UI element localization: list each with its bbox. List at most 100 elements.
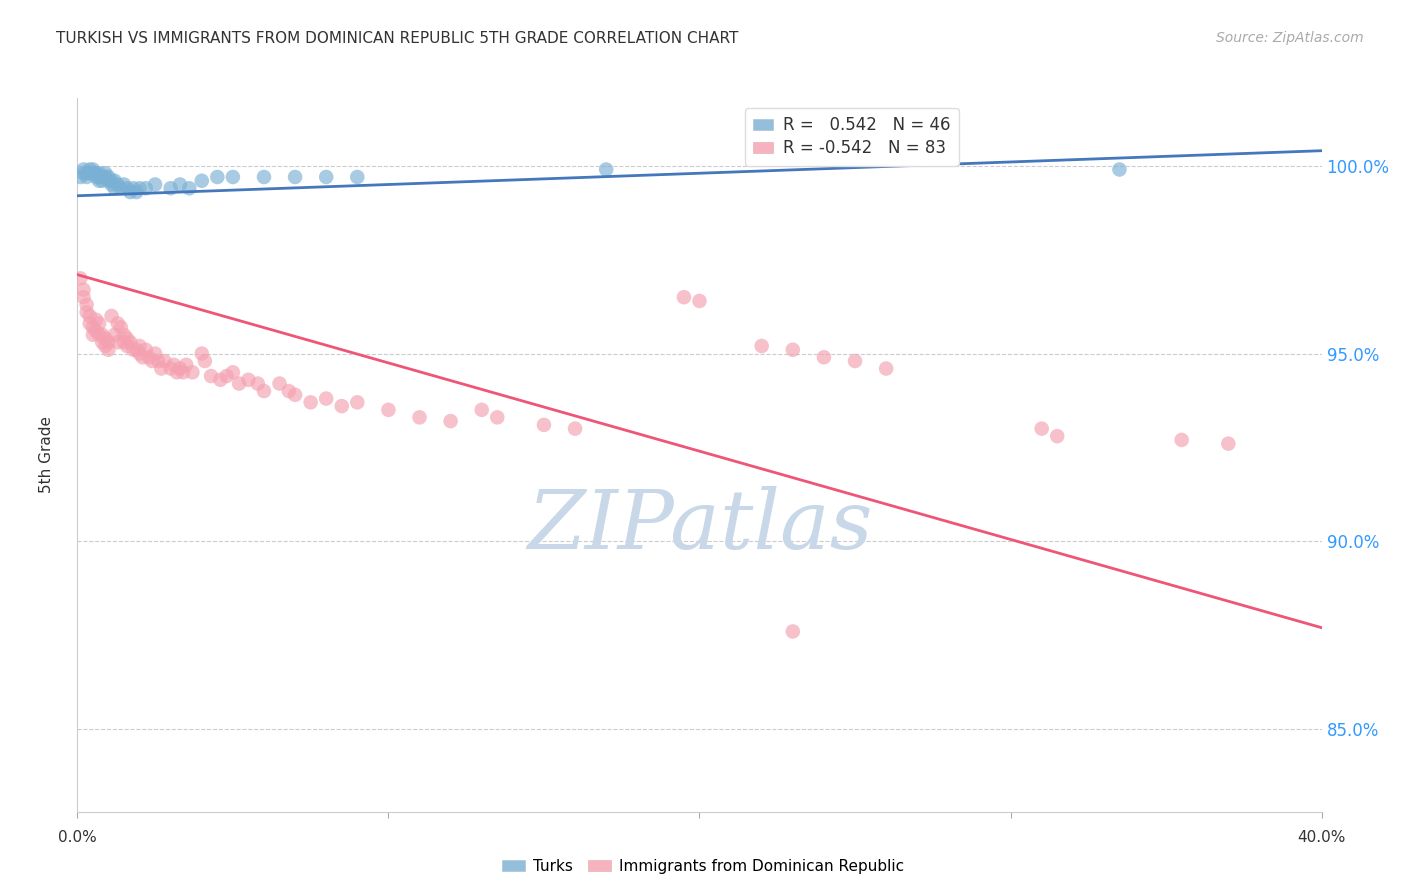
Point (72, 283, 94, 297)
Point (135, 343, 157, 357)
Point (782, 343, 804, 357)
Point (122, 343, 145, 357)
Point (1031, 422, 1053, 436)
Point (76, 298, 98, 312)
Point (169, 361, 191, 376)
Point (1046, 429, 1069, 443)
Point (120, 185, 142, 199)
Point (84, 312, 107, 326)
Point (253, 384, 276, 398)
Point (82, 162, 104, 177)
Point (76, 169, 98, 184)
Point (689, 293, 711, 308)
Point (215, 369, 238, 384)
Text: 40.0%: 40.0% (1298, 830, 1346, 845)
Point (125, 343, 148, 357)
Point (97, 335, 120, 350)
Point (179, 181, 201, 195)
Point (87, 174, 110, 188)
Point (79, 162, 101, 177)
Point (125, 185, 148, 199)
Point (115, 331, 138, 345)
Point (150, 361, 173, 376)
Point (84, 166, 107, 180)
Point (169, 178, 191, 192)
Point (79, 166, 101, 180)
Point (72, 162, 94, 177)
Point (209, 373, 232, 387)
Point (471, 402, 494, 417)
Point (97, 174, 120, 188)
Point (377, 402, 399, 417)
Point (84, 169, 107, 184)
Point (138, 351, 160, 365)
Point (181, 365, 204, 379)
Point (751, 339, 773, 353)
Point (253, 169, 276, 184)
Text: 0.0%: 0.0% (58, 830, 97, 845)
Point (315, 169, 337, 184)
Point (87, 169, 110, 184)
Point (148, 354, 170, 368)
Point (246, 376, 269, 391)
Legend: Turks, Immigrants from Dominican Republic: Turks, Immigrants from Dominican Republi… (496, 853, 910, 880)
Point (486, 410, 509, 425)
Point (330, 399, 353, 413)
Point (143, 346, 166, 360)
Point (299, 395, 322, 409)
Point (84, 324, 107, 338)
Point (91, 335, 114, 350)
Point (100, 178, 122, 192)
Point (97, 343, 120, 357)
Point (122, 181, 145, 195)
Point (672, 290, 695, 304)
Point (94, 169, 117, 184)
Point (100, 309, 122, 323)
Point (128, 181, 150, 195)
Point (82, 320, 104, 334)
Point (115, 181, 138, 195)
Point (97, 169, 120, 184)
Point (112, 335, 135, 350)
Point (222, 169, 245, 184)
Point (844, 354, 866, 368)
Point (110, 181, 132, 195)
Point (72, 166, 94, 180)
Point (91, 174, 114, 188)
Point (174, 358, 197, 372)
Point (277, 384, 299, 398)
Point (112, 327, 135, 342)
Point (100, 174, 122, 188)
Point (564, 422, 586, 436)
Point (191, 174, 214, 188)
Point (115, 339, 138, 353)
Point (135, 181, 157, 195)
Point (82, 166, 104, 180)
Point (1218, 436, 1240, 450)
Point (91, 169, 114, 184)
Point (91, 327, 114, 342)
Point (159, 361, 181, 376)
Point (269, 376, 291, 391)
Point (82, 327, 104, 342)
Point (79, 317, 101, 331)
Point (107, 335, 129, 350)
Point (94, 339, 117, 353)
Point (172, 365, 194, 379)
Point (1170, 433, 1192, 447)
Point (346, 169, 368, 184)
Point (200, 369, 222, 384)
Point (104, 181, 127, 195)
Point (141, 354, 163, 368)
Point (76, 166, 98, 180)
Point (112, 178, 135, 192)
Legend: R =   0.542   N = 46, R = -0.542   N = 83: R = 0.542 N = 46, R = -0.542 N = 83 (745, 108, 959, 166)
Point (87, 166, 110, 180)
Point (284, 169, 307, 184)
Point (1108, 162, 1130, 177)
Point (120, 335, 142, 350)
Point (69, 169, 91, 184)
Text: 5th Grade: 5th Grade (39, 417, 53, 493)
Point (238, 373, 260, 387)
Point (72, 290, 94, 304)
